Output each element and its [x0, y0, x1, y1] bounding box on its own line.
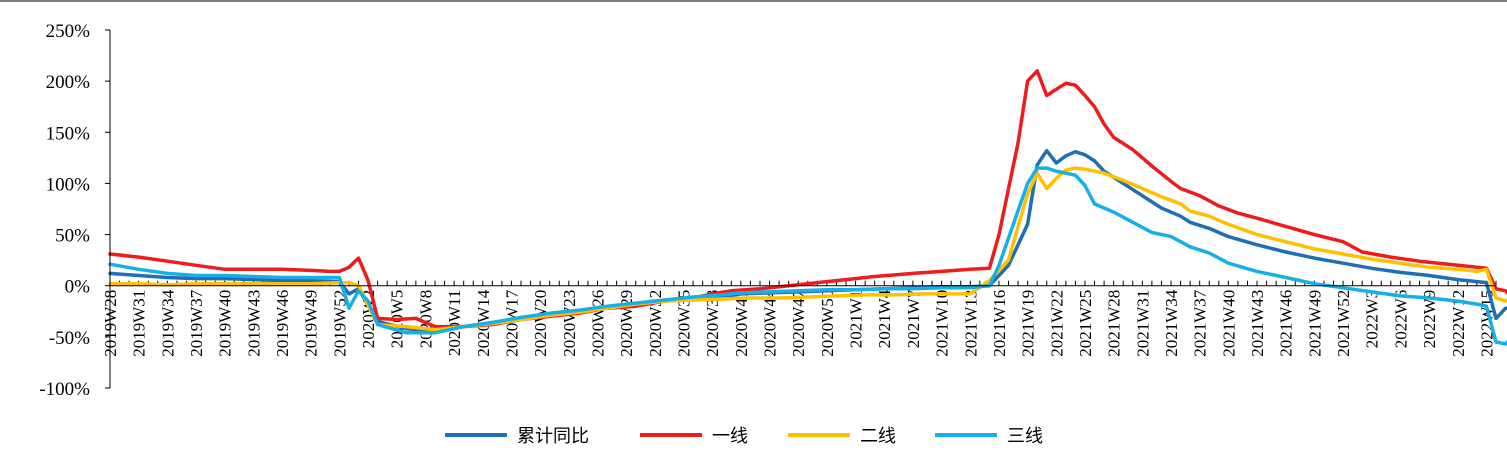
series-line-2: [108, 69, 1507, 329]
x-tick-label: 2021W46: [1277, 290, 1296, 357]
x-tick-label: 2021W28: [1105, 290, 1124, 357]
axes: [109, 30, 1496, 388]
x-tick-label: 2021W13: [961, 290, 980, 357]
x-tick-label: 2021W16: [990, 290, 1009, 357]
series-line-3: [108, 166, 1507, 332]
x-tick-label: 2019W31: [130, 290, 149, 357]
x-tick-label: 2021W7: [904, 289, 923, 348]
x-tick-label: 2021W34: [1162, 289, 1181, 357]
x-tick-label: 2022W12: [1449, 290, 1468, 357]
y-tick-label: 0%: [65, 277, 91, 298]
x-tick-label: 2021W4: [875, 289, 894, 348]
x-tick-label: 2021W22: [1047, 290, 1066, 357]
legend: 累计同比 一线 二线 三线: [445, 426, 1043, 447]
y-tick-label: 100%: [46, 174, 91, 195]
y-tick-label: -100%: [39, 379, 90, 400]
series-line-4: [108, 166, 1507, 346]
x-tick-label: 2022W6: [1391, 290, 1410, 349]
x-tick-label: 2020W17: [502, 289, 521, 357]
x-tick-label: 2021W1: [847, 290, 866, 349]
y-tick-label: -50%: [49, 328, 90, 349]
x-tick-label: 2020W47: [789, 289, 808, 357]
x-tick-label: 2020W26: [588, 290, 607, 357]
legend-label-1: 累计同比: [517, 426, 589, 447]
x-tick-label: 2020W20: [531, 290, 550, 357]
y-axis: 250% 200% 150% 100% 50% 0% -50% -100%: [39, 21, 110, 400]
x-tick-label: 2019W49: [302, 290, 321, 357]
x-tick-label: 2021W52: [1334, 290, 1353, 357]
x-tick-label: 2020W38: [703, 290, 722, 357]
x-tick-label: 2019W52: [330, 290, 349, 357]
x-tick-label: 2020W32: [646, 290, 665, 357]
x-tick-label: 2020W44: [761, 289, 780, 357]
x-tick-label: 2021W40: [1219, 290, 1238, 357]
x-tick-label: 2019W46: [273, 290, 292, 357]
y-tick-label: 50%: [55, 226, 90, 247]
x-tick-label: 2020W41: [732, 290, 751, 357]
x-tick-label: 2022W3: [1363, 290, 1382, 349]
legend-label-4: 三线: [1007, 426, 1043, 447]
x-tick-label: 2019W37: [187, 289, 206, 357]
x-tick-label: 2019W40: [216, 290, 235, 357]
x-tick-label: 2020W29: [617, 290, 636, 357]
x-tick-label: 2021W19: [1019, 290, 1038, 357]
y-tick-label: 250%: [46, 21, 91, 42]
x-tick-label: 2020W11: [445, 290, 464, 356]
x-tick-label: 2021W49: [1305, 290, 1324, 357]
x-tick-label: 2021W43: [1248, 290, 1267, 357]
x-tick-label: 2022W15: [1477, 290, 1496, 357]
y-tick-label: 150%: [46, 123, 91, 144]
x-tick-label: 2021W37: [1191, 289, 1210, 357]
legend-label-2: 一线: [712, 426, 748, 447]
x-tick-label: 2019W43: [244, 290, 263, 357]
x-tick-label: 2020W35: [675, 290, 694, 357]
x-tick-label: 2022W9: [1420, 290, 1439, 349]
plot-area: [108, 69, 1507, 346]
legend-label-3: 二线: [860, 426, 896, 447]
x-tick-label: 2021W10: [933, 290, 952, 357]
y-tick-label: 200%: [46, 72, 91, 93]
x-tick-label: 2021W25: [1076, 290, 1095, 357]
x-tick-label: 2019W34: [158, 289, 177, 357]
x-tick-label: 2021W31: [1133, 290, 1152, 357]
x-tick-label: 2020W23: [560, 290, 579, 357]
x-tick-label: 2020W50: [818, 290, 837, 357]
